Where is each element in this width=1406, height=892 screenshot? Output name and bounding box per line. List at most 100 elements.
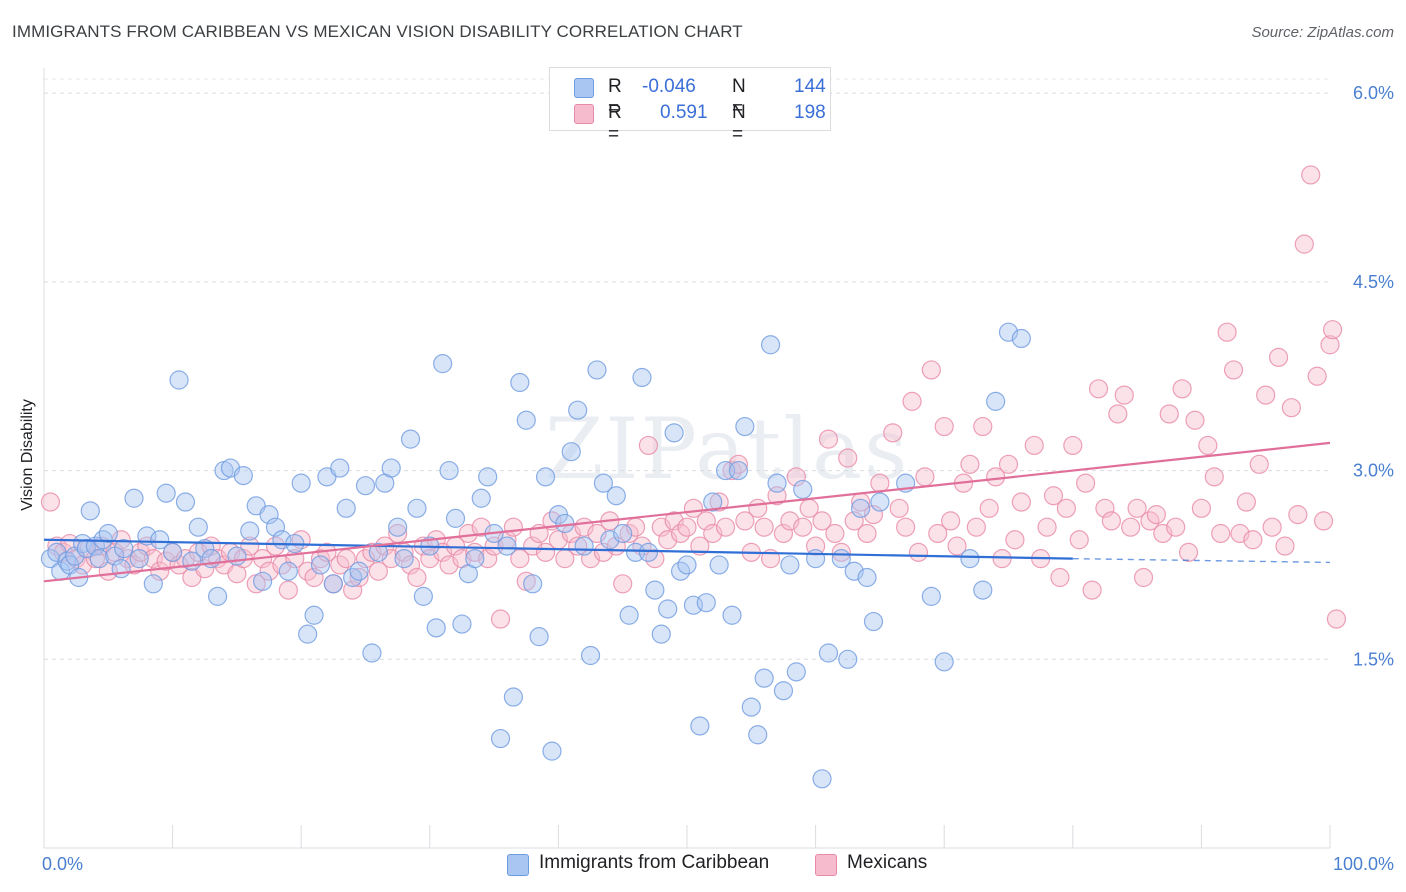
y-tick-label: 6.0% <box>1353 83 1394 103</box>
mexicans-point <box>1146 505 1166 525</box>
mexicans-point <box>349 567 369 588</box>
caribbean-point <box>349 561 369 581</box>
caribbean-point <box>934 652 954 672</box>
caribbean-point <box>89 549 109 569</box>
trend-lines <box>43 441 1331 583</box>
caribbean-point <box>80 501 100 521</box>
caribbean-point <box>227 546 247 566</box>
mexicans-point <box>915 467 935 487</box>
mexicans-point <box>715 517 736 537</box>
caribbean-point <box>114 538 134 559</box>
caribbean-point <box>304 605 324 625</box>
mexicans-point <box>1288 505 1308 525</box>
caribbean-point <box>593 473 614 493</box>
legend-n-label: N = <box>732 76 746 119</box>
caribbean-point <box>323 574 343 594</box>
mexicans-point <box>735 511 755 531</box>
mexicans-point <box>1166 517 1186 537</box>
mexicans-point <box>1313 511 1334 531</box>
caribbean-point <box>523 574 543 594</box>
x-tick-label-min: 0.0% <box>42 854 83 874</box>
mexicans-point <box>1082 580 1102 600</box>
mexicans-point <box>124 555 144 575</box>
mexicans-point <box>1249 454 1269 474</box>
caribbean-point <box>805 549 826 569</box>
caribbean-point <box>156 483 176 503</box>
caribbean-point <box>542 741 562 761</box>
caribbean-point <box>143 574 163 594</box>
legend-r-value: 0.591 <box>660 102 708 123</box>
mexicans-point <box>709 492 729 512</box>
y-axis-label: Vision Disability <box>19 399 36 511</box>
caribbean-point <box>703 492 723 512</box>
mexicans-point <box>1011 492 1031 512</box>
caribbean-point <box>748 725 768 745</box>
caribbean-point <box>818 643 839 663</box>
caribbean-point <box>478 467 498 487</box>
mexicans-point <box>1088 379 1109 399</box>
caribbean-point <box>388 517 408 537</box>
mexicans-point <box>1223 360 1244 380</box>
caribbean-point <box>465 549 485 569</box>
caribbean-point <box>445 508 466 528</box>
caribbean-point <box>709 555 729 575</box>
caribbean-point <box>632 367 652 388</box>
caribbean-point <box>163 542 183 562</box>
x-ticks <box>43 825 1331 848</box>
caribbean-point <box>413 586 433 606</box>
mexicans-point <box>690 536 710 556</box>
caribbean-point <box>330 458 350 478</box>
caribbean-point <box>452 614 472 634</box>
caribbean-point <box>773 681 794 701</box>
mexicans-point <box>1185 410 1205 430</box>
caribbean-point <box>973 580 993 600</box>
caribbean-point <box>394 549 414 569</box>
caribbean-point <box>767 473 787 493</box>
caribbean-point <box>760 335 781 355</box>
caribbean-point <box>503 687 523 707</box>
caribbean-point <box>619 605 639 625</box>
mexicans-point <box>696 511 716 531</box>
mexicans-point <box>677 517 697 537</box>
caribbean-point <box>838 649 858 669</box>
y-tick-labels: 1.5% 3.0% 4.5% 6.0% <box>1353 83 1394 669</box>
caribbean-point <box>439 460 459 481</box>
mexicans-point <box>870 473 890 493</box>
caribbean-point <box>793 479 813 500</box>
mexicans-point <box>1262 517 1282 537</box>
mexicans-point <box>1268 347 1289 367</box>
mexicans-point <box>818 429 839 449</box>
caribbean-point <box>368 542 388 562</box>
caribbean-points <box>40 322 1031 789</box>
caribbean-point <box>728 460 749 481</box>
mexicans-point <box>407 567 427 588</box>
mexicans-point <box>1069 530 1089 550</box>
mexicans-point <box>240 536 260 556</box>
mexicans-point <box>844 511 864 531</box>
mexicans-point <box>773 523 794 544</box>
caribbean-point <box>754 668 774 688</box>
mexicans-point <box>1159 404 1179 424</box>
caribbean-point <box>735 416 755 437</box>
caribbean-point <box>208 586 228 606</box>
legend-r-value: -0.046 <box>642 76 696 97</box>
mexicans-trend-line <box>43 441 1331 583</box>
caribbean-trend-extension <box>1072 557 1331 564</box>
caribbean-point <box>857 567 877 588</box>
mexicans-point <box>1243 530 1263 550</box>
mexicans-point <box>503 517 523 537</box>
caribbean-point <box>400 429 421 449</box>
caribbean-point <box>851 498 871 518</box>
bottom-legend-label-caribbean: Immigrants from Caribbean <box>539 852 770 873</box>
caribbean-point <box>677 555 697 575</box>
mexicans-point <box>941 511 961 531</box>
caribbean-point <box>780 555 800 575</box>
mexicans-points <box>40 165 1347 629</box>
caribbean-point <box>355 476 376 496</box>
caribbean-point <box>645 580 665 600</box>
mexicans-point <box>1178 542 1199 562</box>
mexicans-point <box>638 435 659 456</box>
mexicans-point <box>992 549 1012 569</box>
mexicans-point <box>883 423 903 443</box>
